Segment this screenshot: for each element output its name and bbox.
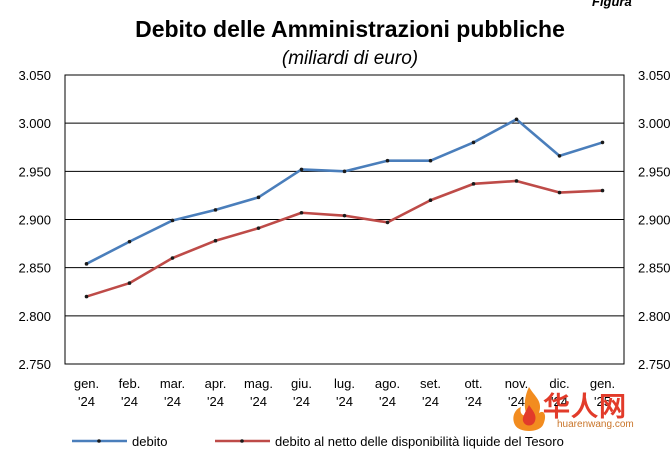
x-tick-label-year: '24 — [508, 394, 525, 409]
data-point — [256, 226, 261, 230]
chart-title: Debito delle Amministrazioni pubbliche — [135, 16, 565, 42]
series-line-1 — [86, 179, 603, 298]
data-point — [127, 281, 132, 285]
x-tick-label-month: apr. — [205, 376, 227, 391]
data-point — [385, 220, 390, 225]
legend-marker — [97, 439, 101, 443]
data-point — [213, 208, 218, 212]
data-point — [471, 140, 476, 145]
x-tick-label-year: '25 — [594, 394, 611, 409]
x-tick-label-year: '24 — [379, 394, 396, 409]
y-axis-right: 2.750 2.800 2.850 2.900 2.950 3.000 3.050 — [638, 68, 671, 372]
watermark-url: huarenwang.com — [557, 419, 634, 430]
data-point — [557, 190, 562, 195]
data-point — [385, 158, 390, 163]
series-group — [84, 117, 605, 299]
x-tick-label-year: '24 — [465, 394, 482, 409]
y-tick-label-left: 2.800 — [18, 309, 51, 324]
data-point — [600, 140, 605, 145]
x-tick-label-year: '24 — [551, 394, 568, 409]
y-tick-label-right: 2.900 — [638, 213, 671, 228]
x-tick-label-year: '24 — [336, 394, 353, 409]
data-point — [514, 179, 519, 183]
x-tick-label-month: dic. — [549, 376, 569, 391]
data-point — [342, 213, 347, 218]
x-axis: gen. '24 feb. '24 mar. '24 apr. '24 mag. '24 giu. '… — [74, 376, 615, 409]
y-tick-label-right: 2.750 — [638, 357, 671, 372]
data-point — [256, 195, 261, 200]
y-tick-label-right: 3.050 — [638, 68, 671, 83]
x-tick-label-year: '24 — [164, 394, 181, 409]
x-tick-label-year: '24 — [293, 394, 310, 409]
flame-logo-icon — [513, 387, 546, 431]
y-tick-label-right: 3.000 — [638, 116, 671, 131]
x-tick-label-month: feb. — [119, 376, 141, 391]
x-tick-label-month: ott. — [464, 376, 482, 391]
legend-marker — [240, 439, 244, 443]
data-point — [213, 238, 218, 243]
y-tick-label-left: 3.050 — [18, 68, 51, 83]
data-point — [299, 210, 304, 215]
x-tick-label-year: '24 — [207, 394, 224, 409]
series-line-0 — [85, 118, 603, 265]
x-tick-label-month: nov. — [505, 376, 529, 391]
y-tick-label-left: 2.750 — [18, 357, 51, 372]
watermark-name: 华人网 — [543, 392, 627, 423]
data-point — [170, 256, 175, 260]
x-tick-label-month: gen. — [74, 376, 99, 391]
plot-area-frame — [64, 74, 625, 365]
y-tick-label-left: 2.900 — [18, 213, 51, 228]
x-tick-label-month: set. — [420, 376, 441, 391]
data-point — [600, 188, 605, 193]
x-tick-label-month: mar. — [160, 376, 185, 391]
data-point — [170, 218, 175, 223]
data-point — [299, 167, 304, 172]
x-tick-label-month: giu. — [291, 376, 312, 391]
x-tick-label-month: lug. — [334, 376, 355, 391]
x-tick-label-year: '24 — [121, 394, 138, 409]
x-tick-label-month: gen. — [590, 376, 615, 391]
legend-label: debito al netto delle disponibilità liqu… — [275, 434, 564, 449]
data-point — [342, 169, 347, 174]
y-axis-left: 2.750 2.800 2.850 2.900 2.950 3.000 3.050 — [18, 68, 51, 372]
figure-label: Figura — [592, 0, 632, 9]
x-tick-label-month: mag. — [244, 376, 273, 391]
legend: debito debito al netto delle disponibilit… — [72, 434, 564, 449]
data-point — [428, 158, 433, 163]
data-point — [471, 182, 476, 186]
y-tick-label-right: 2.950 — [638, 164, 671, 179]
data-point — [428, 198, 433, 203]
data-point — [557, 154, 562, 158]
x-tick-label-year: '24 — [78, 394, 95, 409]
y-tick-label-right: 2.800 — [638, 309, 671, 324]
x-tick-label-year: '24 — [250, 394, 267, 409]
y-tick-label-left: 2.850 — [18, 261, 51, 276]
data-point — [514, 117, 519, 122]
chart-subtitle: (miliardi di euro) — [281, 48, 419, 69]
data-point — [84, 262, 89, 266]
x-tick-label-year: '24 — [422, 394, 439, 409]
watermark: 华人网 huarenwang.com — [505, 383, 645, 443]
y-tick-label-left: 2.950 — [18, 164, 51, 179]
x-tick-label-month: ago. — [375, 376, 400, 391]
data-point — [127, 239, 132, 244]
y-tick-label-right: 2.850 — [638, 261, 671, 276]
gridlines — [65, 122, 624, 317]
legend-label: debito — [132, 434, 167, 449]
data-point — [84, 294, 89, 299]
y-tick-label-left: 3.000 — [18, 116, 51, 131]
